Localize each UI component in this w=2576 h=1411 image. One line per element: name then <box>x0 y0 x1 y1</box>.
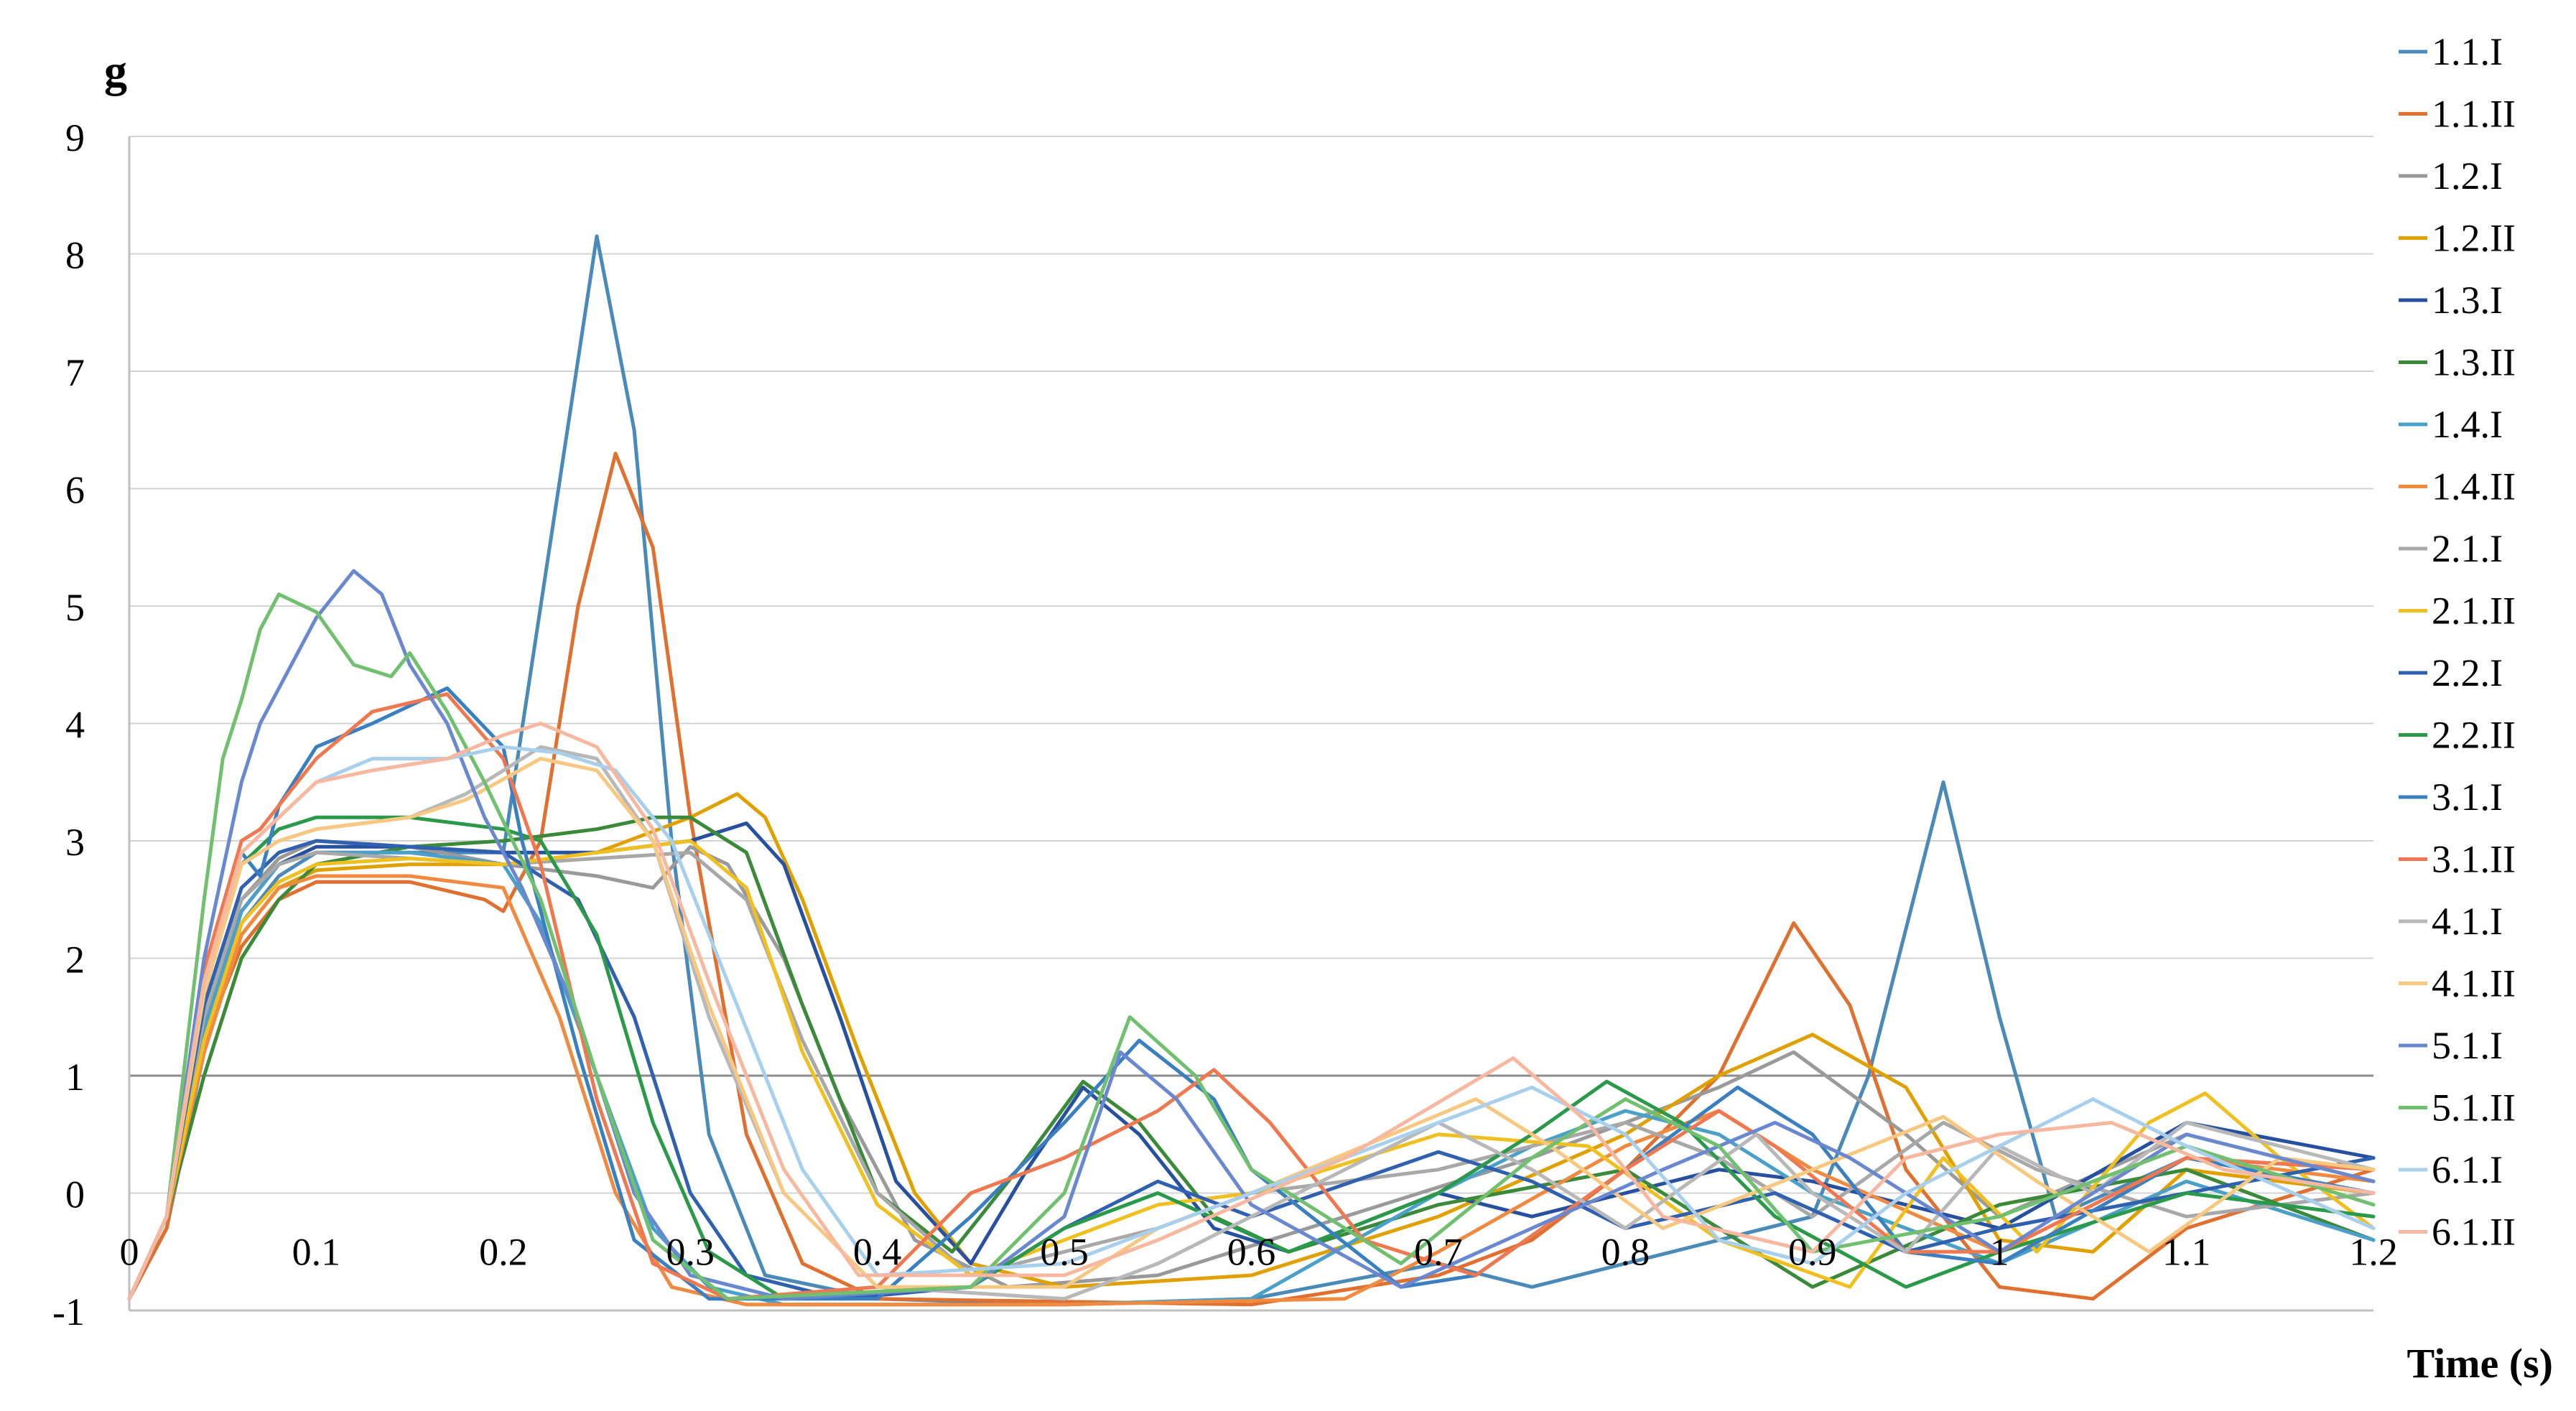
legend: 1.1.I 1.1.II 1.2.I 1.2.II 1.3.I 1.3.II 1.4.I 1.… <box>2399 30 2516 1254</box>
series-line-3.1.I <box>127 686 2376 1301</box>
legend-label: 3.1.II <box>2432 838 2516 881</box>
x-tick-label: 1 <box>1990 1231 2009 1274</box>
y-tick-label: -1 <box>52 1290 85 1333</box>
legend-item-1.4.I: 1.4.I <box>2399 403 2503 446</box>
legend-item-2.2.I: 2.2.I <box>2399 651 2503 694</box>
legend-item-4.1.I: 4.1.I <box>2399 900 2503 943</box>
legend-item-1.4.II: 1.4.II <box>2399 465 2516 508</box>
series-line-1.3.II <box>127 815 2376 1301</box>
legend-label: 2.1.II <box>2432 590 2516 633</box>
series-line-1.2.II <box>127 792 2376 1301</box>
legend-label: 1.2.I <box>2432 154 2503 197</box>
legend-item-2.1.II: 2.1.II <box>2399 590 2516 633</box>
legend-item-1.2.II: 1.2.II <box>2399 217 2516 260</box>
legend-label: 1.4.I <box>2432 403 2503 446</box>
legend-label: 6.1.I <box>2432 1148 2503 1191</box>
x-tick-label: 0.5 <box>1040 1231 1089 1274</box>
series-line-5.1.I <box>127 569 2376 1301</box>
legend-item-1.2.I: 1.2.I <box>2399 154 2503 197</box>
x-tick-label: 0.7 <box>1414 1231 1463 1274</box>
legend-label: 2.2.II <box>2432 714 2516 757</box>
x-tick-label: 1.2 <box>2349 1231 2398 1274</box>
legend-item-1.3.I: 1.3.I <box>2399 279 2503 322</box>
y-tick-label: 7 <box>65 351 85 394</box>
legend-item-3.1.I: 3.1.I <box>2399 776 2503 819</box>
legend-label: 5.1.II <box>2432 1086 2516 1130</box>
legend-label: 1.1.I <box>2432 30 2503 73</box>
legend-label: 4.1.I <box>2432 900 2503 943</box>
y-tick-label: 3 <box>65 821 85 864</box>
legend-item-5.1.I: 5.1.I <box>2399 1024 2503 1067</box>
legend-item-4.1.II: 4.1.II <box>2399 962 2516 1005</box>
series-line-4.1.I <box>127 745 2376 1301</box>
legend-label: 4.1.II <box>2432 962 2516 1005</box>
x-axis-label: Time (s) <box>2407 1340 2553 1387</box>
legend-item-6.1.I: 6.1.I <box>2399 1148 2503 1191</box>
series-line-1.1.I <box>127 234 2376 1307</box>
legend-label: 1.2.II <box>2432 217 2516 260</box>
axis-layer <box>128 136 2373 1312</box>
legend-label: 1.1.II <box>2432 93 2516 136</box>
series-line-4.1.II <box>127 757 2376 1301</box>
x-tick-label: 0.3 <box>666 1231 715 1274</box>
legend-label: 1.3.I <box>2432 279 2503 322</box>
x-tick-label: 0.2 <box>479 1231 528 1274</box>
y-tick-label: 0 <box>65 1173 85 1216</box>
y-tick-label: 9 <box>65 116 85 159</box>
legend-label: 2.2.I <box>2432 651 2503 694</box>
y-axis-label: g <box>104 45 127 96</box>
legend-item-2.1.I: 2.1.I <box>2399 527 2503 570</box>
y-tick-label: 8 <box>65 234 85 277</box>
legend-item-1.3.II: 1.3.II <box>2399 341 2516 384</box>
y-tick-label: 1 <box>65 1056 85 1099</box>
legend-item-5.1.II: 5.1.II <box>2399 1086 2516 1130</box>
legend-label: 1.4.II <box>2432 465 2516 508</box>
series-line-1.1.II <box>127 452 2376 1307</box>
series-line-1.4.I <box>127 850 2376 1307</box>
x-tick-label: 0.8 <box>1601 1231 1650 1274</box>
grid-layer <box>129 136 2373 1194</box>
legend-item-6.1.II: 6.1.II <box>2399 1211 2516 1254</box>
x-tick-label: 0.6 <box>1227 1231 1276 1274</box>
series-line-1.3.I <box>127 821 2376 1301</box>
ticks-layer: -1 0 1 2 3 4 5 6 7 8 9 0 0.1 0.2 0.3 0.4 0.5 0.6 0.7 0.8 0.9… <box>52 116 2398 1333</box>
series-line-5.1.II <box>127 592 2376 1301</box>
legend-item-1.1.I: 1.1.I <box>2399 30 2503 73</box>
x-tick-label: 0 <box>120 1231 139 1274</box>
series-line-2.1.I <box>127 850 2376 1301</box>
y-tick-label: 6 <box>65 469 85 512</box>
series-layer <box>127 234 2376 1307</box>
x-tick-label: 0.1 <box>292 1231 341 1274</box>
y-tick-label: 5 <box>65 586 85 629</box>
legend-label: 2.1.I <box>2432 527 2503 570</box>
series-line-6.1.II <box>127 722 2376 1301</box>
legend-item-1.1.II: 1.1.II <box>2399 93 2516 136</box>
legend-label: 1.3.II <box>2432 341 2516 384</box>
legend-item-3.1.II: 3.1.II <box>2399 838 2516 881</box>
y-tick-label: 2 <box>65 939 85 982</box>
x-tick-label: 0.4 <box>853 1231 902 1274</box>
legend-label: 6.1.II <box>2432 1211 2516 1254</box>
legend-label: 5.1.I <box>2432 1024 2503 1067</box>
x-tick-label: 0.9 <box>1788 1231 1837 1274</box>
legend-label: 3.1.I <box>2432 776 2503 819</box>
y-tick-label: 4 <box>65 704 85 747</box>
x-tick-label: 1.1 <box>2162 1231 2211 1274</box>
legend-item-2.2.II: 2.2.II <box>2399 714 2516 757</box>
